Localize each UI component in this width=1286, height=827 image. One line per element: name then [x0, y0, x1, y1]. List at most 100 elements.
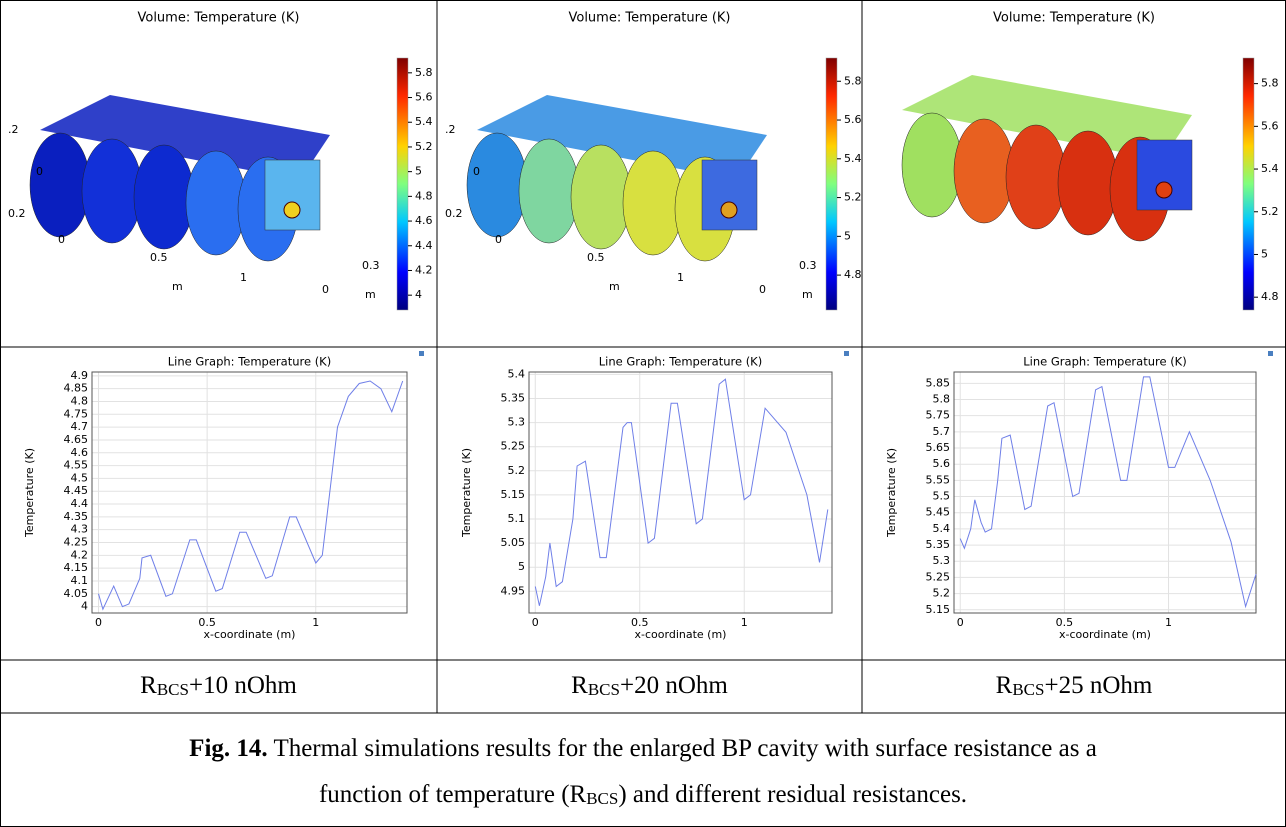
label-subscript: BCS [1012, 680, 1044, 699]
y-tick-label: 5.4 [933, 522, 951, 535]
cavity-render [29, 95, 330, 262]
y-axis-label: Temperature (K) [23, 448, 36, 538]
cell-shape [133, 144, 195, 250]
plot-frame [528, 371, 833, 614]
panel: Volume: Temperature (K) .2 0 0.2 0 0.5 1 0.3 0 m m… [445, 11, 862, 699]
condition-label: RBCS+25 nOhm [996, 672, 1153, 699]
colorbar-tick-label: 5.2 [1261, 205, 1279, 218]
axis-label: 0 [322, 283, 329, 296]
y-tick-label: 5.8 [933, 392, 951, 405]
y-tick-label: 4.8 [71, 394, 89, 407]
caption-line-2: function of temperature (RBCS) and diffe… [319, 781, 967, 808]
x-tick-label: 0 [95, 616, 102, 629]
y-axis-label: Temperature (K) [885, 448, 898, 538]
colorbar [825, 57, 838, 311]
y-tick-label: 5.65 [926, 441, 951, 454]
colorbar-tick-label: 4.4 [415, 239, 433, 252]
y-tick-label: 4.35 [64, 510, 89, 523]
axis-label: m [172, 280, 183, 293]
colorbar-tick-label: 5.6 [415, 91, 433, 104]
y-tick-label: 4.2 [71, 548, 89, 561]
x-axis-label: x-coordinate (m) [635, 628, 727, 641]
cell-shape [570, 144, 632, 250]
coupler [1136, 139, 1193, 211]
colorbar-tick-label: 4.2 [415, 263, 433, 276]
caption-label: Fig. 14. [189, 735, 267, 762]
y-tick-label: 4.4 [71, 497, 89, 510]
colorbar-tick-label: 5 [1261, 247, 1268, 260]
label-main: R [571, 672, 588, 699]
label-rest: +20 nOhm [620, 672, 728, 699]
colorbar [396, 57, 409, 311]
render-title: Volume: Temperature (K) [137, 11, 299, 26]
colorbar-tick-label: 4 [415, 288, 422, 301]
axis-label: 0.5 [150, 251, 168, 264]
y-tick-label: 4.15 [64, 561, 89, 574]
axis-label: m [802, 288, 813, 301]
condition-label: RBCS+10 nOhm [140, 672, 297, 699]
y-tick-label: 5.75 [926, 409, 951, 422]
y-tick-label: 5.1 [508, 512, 526, 525]
y-tick-label: 4.45 [64, 484, 89, 497]
colorbar-tick-label: 4.6 [415, 214, 433, 227]
cavity-frame [902, 75, 1192, 160]
axis-label: .2 [8, 123, 19, 136]
cavity-render [466, 95, 767, 262]
plot-frame [91, 371, 408, 614]
label-subscript: BCS [588, 680, 620, 699]
colorbar-tick-label: 5 [415, 165, 422, 178]
colorbar [1242, 57, 1255, 311]
colorbar-tick-label: 4.8 [1261, 290, 1279, 303]
axis-label: 0.5 [587, 251, 605, 264]
y-tick-label: 4.55 [64, 459, 89, 472]
colorbar-tick-label: 5.6 [1261, 119, 1279, 132]
x-tick-label: 1 [741, 616, 748, 629]
cavity-render [901, 75, 1193, 242]
y-tick-label: 5.15 [926, 603, 951, 616]
axis-label: 0.2 [445, 207, 463, 220]
colorbar-tick-label: 5.4 [415, 115, 433, 128]
y-tick-label: 5 [518, 560, 525, 573]
cell-shape [29, 132, 91, 238]
axis-label: m [365, 288, 376, 301]
y-tick-label: 5.35 [501, 392, 526, 405]
y-tick-label: 5.2 [933, 587, 951, 600]
x-tick-label: 0.5 [631, 616, 649, 629]
axis-label: 0 [495, 233, 502, 246]
y-tick-label: 5.4 [508, 367, 526, 380]
colorbar-tick-label: 5.2 [415, 140, 433, 153]
y-tick-label: 4.3 [71, 523, 89, 536]
temperature-line [98, 380, 404, 611]
caption-subscript: BCS [586, 789, 618, 808]
label-main: R [996, 672, 1013, 699]
cavity-frame [40, 95, 330, 180]
y-tick-label: 5.45 [926, 506, 951, 519]
axis-label: 1 [677, 271, 684, 284]
axis-label: 0 [759, 283, 766, 296]
cell-shape [185, 150, 247, 256]
temperature-line [959, 376, 1257, 609]
y-tick-label: 5.85 [926, 376, 951, 389]
axis-label: 0.3 [362, 259, 380, 272]
y-tick-label: 5.35 [926, 538, 951, 551]
colorbar-tick-label: 5.8 [844, 74, 862, 87]
colorbar-tick-label: 5.8 [415, 66, 433, 79]
y-tick-label: 4.6 [71, 446, 89, 459]
colorbar-tick-label: 5.8 [1261, 77, 1279, 90]
graph-icon [419, 351, 424, 356]
colorbar-tick-label: 4.8 [844, 268, 862, 281]
graph-icon [844, 351, 849, 356]
cavity-frame [477, 95, 767, 180]
y-tick-label: 5.3 [933, 554, 951, 567]
y-tick-label: 4 [81, 600, 88, 613]
plot-frame [953, 371, 1257, 614]
colorbar-tick-label: 4.8 [415, 189, 433, 202]
colorbar-tick-label: 5.6 [844, 113, 862, 126]
axis-label: m [609, 280, 620, 293]
graph-title: Line Graph: Temperature (K) [1023, 355, 1186, 369]
axis-label: 0.2 [8, 207, 26, 220]
graph-icon [1268, 351, 1273, 356]
x-tick-label: 0 [532, 616, 539, 629]
y-tick-label: 5.55 [926, 473, 951, 486]
